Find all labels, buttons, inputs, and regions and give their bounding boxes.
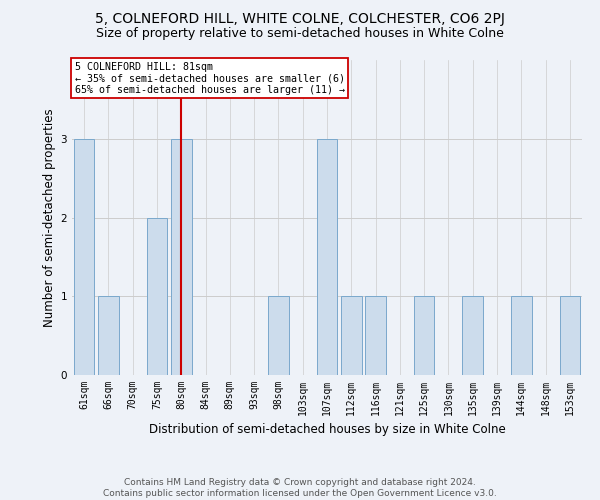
Bar <box>511 296 532 375</box>
Bar <box>98 296 119 375</box>
Y-axis label: Number of semi-detached properties: Number of semi-detached properties <box>43 108 56 327</box>
Bar <box>365 296 386 375</box>
Text: Contains HM Land Registry data © Crown copyright and database right 2024.
Contai: Contains HM Land Registry data © Crown c… <box>103 478 497 498</box>
X-axis label: Distribution of semi-detached houses by size in White Colne: Distribution of semi-detached houses by … <box>149 424 505 436</box>
Bar <box>146 218 167 375</box>
Text: 5, COLNEFORD HILL, WHITE COLNE, COLCHESTER, CO6 2PJ: 5, COLNEFORD HILL, WHITE COLNE, COLCHEST… <box>95 12 505 26</box>
Text: 5 COLNEFORD HILL: 81sqm
← 35% of semi-detached houses are smaller (6)
65% of sem: 5 COLNEFORD HILL: 81sqm ← 35% of semi-de… <box>74 62 344 95</box>
Bar <box>560 296 580 375</box>
Bar <box>74 138 94 375</box>
Bar <box>268 296 289 375</box>
Text: Size of property relative to semi-detached houses in White Colne: Size of property relative to semi-detach… <box>96 28 504 40</box>
Bar <box>341 296 362 375</box>
Bar <box>463 296 483 375</box>
Bar <box>317 138 337 375</box>
Bar <box>171 138 191 375</box>
Bar <box>414 296 434 375</box>
